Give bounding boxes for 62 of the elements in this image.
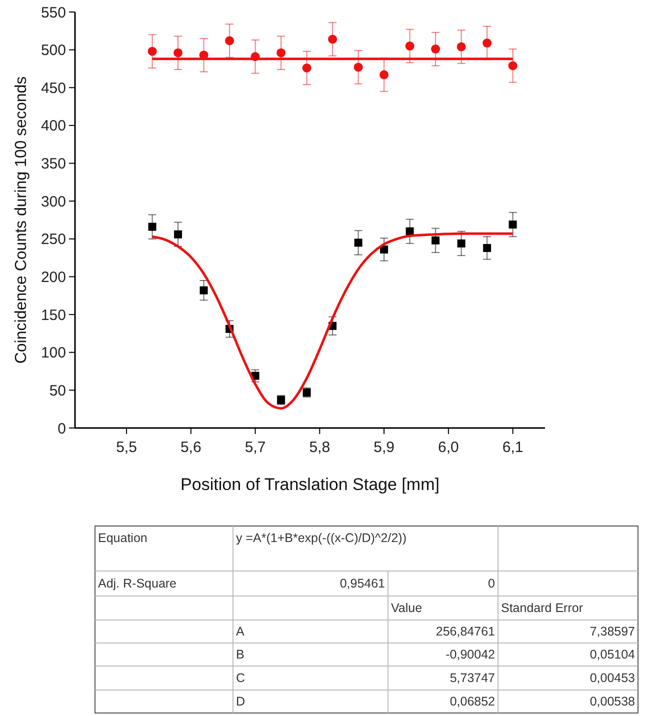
y-tick-label: 350 (40, 156, 66, 173)
point (328, 34, 338, 44)
point (431, 44, 440, 54)
y-tick-label: 0 (58, 420, 66, 438)
text: 0,06852 (450, 694, 496, 708)
text: 0 (488, 576, 496, 590)
point (508, 220, 517, 229)
point (456, 42, 466, 52)
text: 5,73747 (450, 671, 496, 685)
point (380, 246, 388, 254)
text: 0,05104 (590, 648, 636, 662)
text: 0,00453 (590, 671, 636, 685)
point (457, 239, 466, 248)
text: Standard Error (501, 601, 583, 615)
text: y =A*(1+B*exp(-((x-C)/D)^2/2)) (236, 531, 406, 545)
y-tick-label: 250 (40, 231, 66, 248)
point (148, 222, 156, 231)
text: 0,00538 (590, 694, 636, 708)
y-tick-label: 150 (40, 306, 66, 324)
point (174, 230, 182, 238)
y-tick-label: 50 (49, 382, 66, 400)
x-tick-label: 5,5 (116, 439, 137, 456)
point (380, 70, 389, 80)
text: 7,38597 (590, 624, 636, 638)
text: -0,90042 (446, 648, 496, 662)
text: A (236, 624, 245, 638)
y-tick-label: 450 (40, 80, 66, 97)
point (302, 63, 312, 72)
x-tick-label: 5,9 (374, 439, 394, 456)
point (225, 36, 234, 46)
x-tick-label: 5,6 (180, 439, 202, 456)
x-tick-label: 6,1 (502, 439, 524, 456)
text: Adj. R-Square (98, 576, 177, 590)
point (148, 46, 157, 56)
point (174, 48, 183, 58)
text: D (236, 694, 246, 708)
y-tick-label: 300 (40, 193, 66, 210)
point (276, 48, 286, 58)
point (405, 42, 414, 51)
y-tick-label: 550 (40, 4, 66, 22)
point (200, 286, 208, 294)
x-axis-title: Position of Translation Stage [mm] (180, 475, 440, 494)
y-tick-label: 500 (40, 42, 66, 60)
point (432, 236, 440, 244)
x-tick-label: 5,7 (244, 439, 266, 456)
y-tick-label: 100 (40, 344, 66, 362)
text: 0,95461 (340, 576, 386, 590)
point (354, 238, 362, 247)
point (482, 38, 492, 48)
y-tick-label: 200 (40, 268, 66, 286)
x-tick-label: 6,0 (438, 439, 459, 456)
text: Value (391, 601, 422, 615)
point (483, 244, 492, 252)
y-axis-title: Coincidence Counts during 100 seconds (13, 76, 30, 364)
text: 256,84761 (436, 624, 496, 638)
x-tick-label: 5,8 (309, 439, 330, 456)
text: B (236, 648, 244, 662)
point (508, 61, 518, 70)
text: C (236, 671, 246, 685)
point (354, 62, 363, 72)
y-tick-label: 400 (40, 118, 66, 135)
text: Equation (98, 531, 148, 545)
